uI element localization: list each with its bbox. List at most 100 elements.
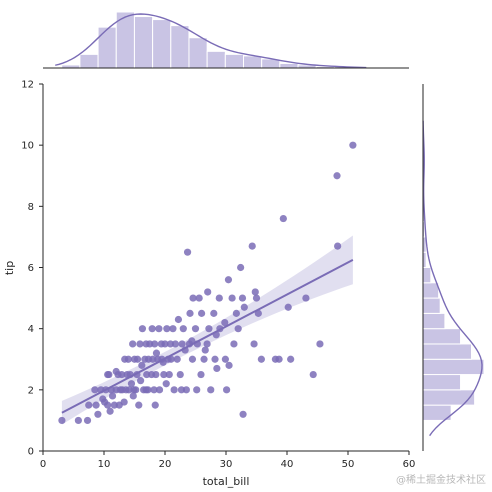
scatter-point [148,325,156,333]
scatter-point [238,294,247,302]
scatter-point [163,325,171,333]
scatter-point [189,294,197,302]
marginal-x-bar [188,37,208,69]
scatter-point [104,370,112,379]
y-tick-label: 6 [28,263,34,274]
marginal-y-bar [422,389,476,406]
scatter-point [284,303,292,311]
scatter-point [191,325,200,333]
scatter-point [287,355,295,363]
scatter-point [151,340,159,348]
scatter-point [138,361,146,369]
scatter-point [275,355,283,363]
scatter-point [162,380,170,388]
scatter-point [316,340,324,348]
scatter-point [161,340,169,348]
scatter-point [169,325,177,333]
scatter-point [152,349,161,357]
scatter-point [237,263,245,272]
scatter-point [198,309,206,317]
x-axis-label: total_bill [203,475,250,488]
scatter-point [170,386,178,394]
scatter-point [257,355,265,363]
y-axis-label: tip [3,261,16,275]
scatter-point [106,407,114,415]
scatter-point [150,386,158,394]
scatter-point [142,386,150,394]
scatter-point [252,294,261,302]
marginal-y-bar [422,328,462,345]
scatter-point [83,416,92,425]
scatter-point [195,294,203,302]
scatter-point [112,367,120,376]
marginal-y-bar [422,358,485,376]
scatter-point [248,242,256,250]
scatter-point [151,401,159,409]
scatter-point [230,340,238,348]
scatter-point [228,294,236,302]
scatter-point [129,340,137,348]
scatter-point [155,386,164,394]
regression-line [61,258,354,414]
scatter-point [120,398,128,406]
scatter-point [171,340,179,348]
marginal-x-bar [279,62,299,69]
y-tick-label: 4 [28,324,34,335]
scatter-point [92,401,100,409]
scatter-point [215,294,223,302]
marginal-x-bar [224,53,245,69]
marginal-y-histogram [422,84,485,451]
scatter-point [165,370,173,379]
scatter-point [129,392,137,400]
scatter-point [179,325,187,333]
scatter-point [210,309,218,317]
y-tick-label: 10 [21,141,34,152]
scatter-point [221,355,229,363]
x-tick-label: 20 [159,459,172,470]
scatter-point [197,370,205,379]
x-tick-label: 0 [40,459,46,470]
scatter-point [177,386,186,394]
scatter-point [250,340,258,348]
y-tick-label: 8 [28,202,34,213]
watermark-text: @稀土掘金技术社区 [396,475,486,486]
scatter-point [132,386,140,394]
marginal-x-kde-curve [55,13,367,69]
scatter-point [104,401,112,409]
scatter-point [176,370,184,379]
scatter-point [91,386,99,394]
scatter-point [234,325,242,333]
scatter-point [224,276,233,284]
scatter-point [183,248,192,256]
marginal-y-bar [422,343,472,360]
y-tick-label: 12 [21,80,34,91]
x-tick-label: 30 [220,459,233,470]
scatter-point [221,318,229,327]
scatter-point [108,392,117,400]
y-tick-label: 0 [28,447,34,458]
scatter-point [124,355,132,363]
x-tick-label: 60 [403,459,416,470]
scatter-point [85,401,93,409]
scatter-point [251,288,259,296]
scatter-point [213,364,221,373]
x-tick-label: 40 [281,459,294,470]
scatter-point [203,340,211,348]
scatter-point [74,416,82,425]
x-tick-label: 10 [98,459,111,470]
scatter-point [188,355,197,363]
scatter-point [193,386,201,394]
scatter-point [174,315,183,324]
marginal-y-bar [422,282,440,299]
scatter-point [211,355,219,363]
marginal-x-bar [206,50,226,69]
scatter-point [333,172,341,180]
scatter-point [349,141,357,149]
scatter-point [204,288,212,296]
scatter-point [205,325,213,333]
scatter-point [207,386,215,394]
y-tick-label: 2 [28,385,34,396]
scatter-point [94,410,102,418]
scatter-point [240,303,248,311]
